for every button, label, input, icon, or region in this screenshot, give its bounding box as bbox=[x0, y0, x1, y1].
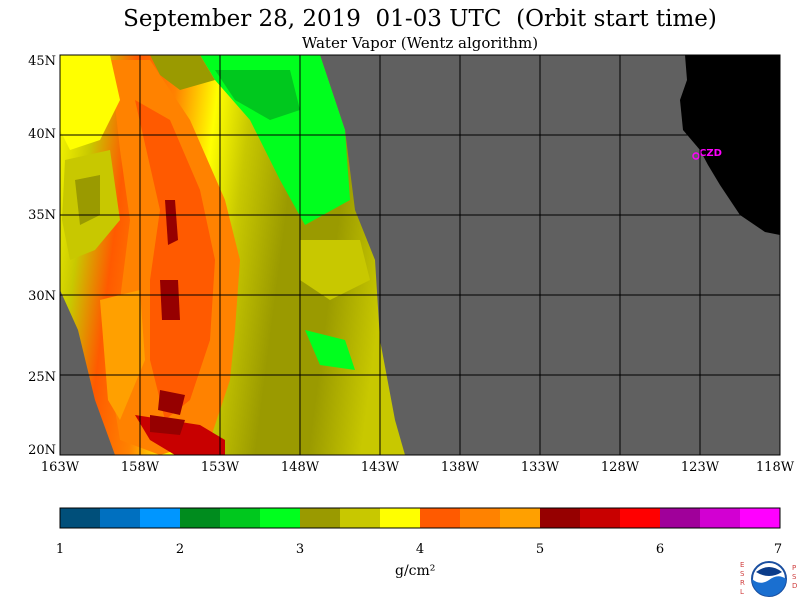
lat-label-25n: 25N bbox=[28, 370, 56, 385]
logo-letter-r: R bbox=[740, 579, 745, 587]
colorbar-swatch bbox=[260, 508, 301, 528]
logo-letter-s: S bbox=[740, 570, 745, 578]
colorbar-tick-3: 3 bbox=[295, 542, 305, 557]
colorbar-swatch bbox=[580, 508, 621, 528]
colorbar-swatch bbox=[380, 508, 421, 528]
logo-letter-e: E bbox=[740, 561, 744, 569]
lat-lon-grid bbox=[60, 55, 780, 455]
logo-letter-s2: S bbox=[792, 573, 797, 581]
lon-label-128w: 128W bbox=[600, 460, 640, 475]
colorbar-units: g/cm² bbox=[395, 563, 436, 579]
colorbar-tick-2: 2 bbox=[175, 542, 185, 557]
colorbar-tick-1: 1 bbox=[55, 542, 65, 557]
colorbar-swatch bbox=[620, 508, 661, 528]
colorbar-swatch bbox=[60, 508, 101, 528]
colorbar bbox=[60, 508, 781, 528]
lat-label-40n: 40N bbox=[28, 127, 56, 142]
colorbar-tick-5: 5 bbox=[535, 542, 545, 557]
colorbar-tick-4: 4 bbox=[415, 542, 425, 557]
colorbar-swatch bbox=[300, 508, 341, 528]
colorbar-swatch bbox=[500, 508, 541, 528]
colorbar-frame bbox=[59, 507, 781, 529]
lon-label-133w: 133W bbox=[520, 460, 560, 475]
lon-label-153w: 153W bbox=[200, 460, 240, 475]
noaa-logo-icon: E S R L P S D bbox=[740, 561, 797, 597]
lat-label-20n: 20N bbox=[28, 443, 56, 458]
colorbar-tick-6: 6 bbox=[655, 542, 665, 557]
colorbar-swatch bbox=[100, 508, 141, 528]
lon-label-148w: 148W bbox=[280, 460, 320, 475]
colorbar-swatch bbox=[180, 508, 221, 528]
lat-label-45n: 45N bbox=[28, 54, 56, 69]
logo-letter-p: P bbox=[792, 564, 796, 572]
lon-label-143w: 143W bbox=[360, 460, 400, 475]
colorbar-swatch bbox=[540, 508, 581, 528]
colorbar-swatch bbox=[700, 508, 741, 528]
colorbar-swatch bbox=[140, 508, 181, 528]
colorbar-tick-7: 7 bbox=[773, 542, 783, 557]
colorbar-swatch bbox=[420, 508, 461, 528]
lat-label-35n: 35N bbox=[28, 208, 56, 223]
logo-letter-d: D bbox=[792, 582, 797, 590]
colorbar-swatch bbox=[460, 508, 501, 528]
colorbar-swatch bbox=[740, 508, 781, 528]
colorbar-swatch bbox=[340, 508, 381, 528]
station-label: CZD bbox=[699, 148, 722, 159]
data-swath bbox=[60, 55, 405, 455]
land-mass bbox=[680, 55, 780, 235]
lon-label-163w: 163W bbox=[40, 460, 80, 475]
colorbar-swatch bbox=[660, 508, 701, 528]
map-subtitle: Water Vapor (Wentz algorithm) bbox=[301, 34, 539, 52]
lon-label-158w: 158W bbox=[120, 460, 160, 475]
lon-label-138w: 138W bbox=[440, 460, 480, 475]
lon-label-123w: 123W bbox=[680, 460, 720, 475]
station-czd: CZD bbox=[692, 148, 722, 160]
map-frame bbox=[59, 54, 781, 456]
lat-label-30n: 30N bbox=[28, 289, 56, 304]
logo-letter-l: L bbox=[740, 588, 744, 596]
map-title: September 28, 2019 01-03 UTC (Orbit star… bbox=[123, 6, 717, 32]
colorbar-swatch bbox=[220, 508, 261, 528]
lon-label-118w: 118W bbox=[755, 460, 795, 475]
